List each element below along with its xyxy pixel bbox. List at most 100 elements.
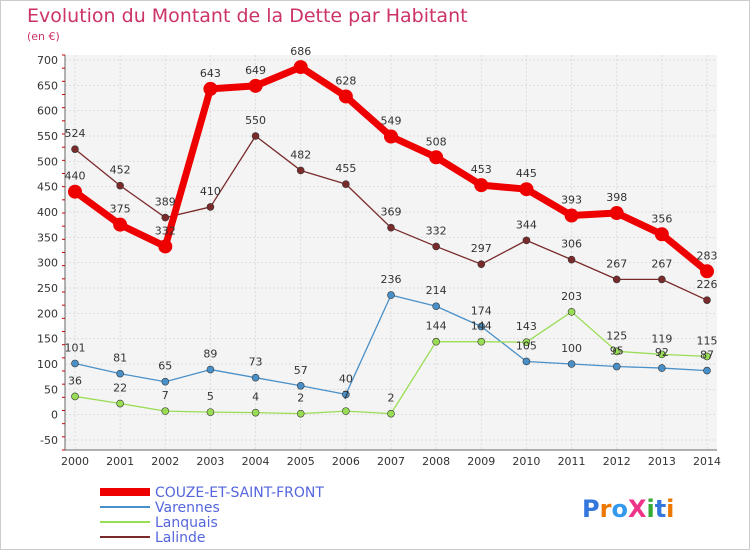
data-point (384, 129, 398, 144)
legend-label-2: Lanquais (155, 515, 218, 531)
data-label: 2 (297, 392, 304, 405)
data-label: 119 (651, 332, 672, 345)
y-tick-label: 250 (37, 282, 58, 295)
x-tick-label: 2006 (332, 455, 360, 468)
x-tick-label: 2002 (151, 455, 179, 468)
data-point (432, 242, 440, 251)
data-label: 87 (700, 349, 714, 362)
data-point (477, 322, 486, 331)
axes: -50 0 50 100 150 200 250 300 350 400 450 500 550 600 6… (37, 54, 721, 468)
data-point (387, 409, 395, 418)
chart-title: Evolution du Montant de la Dette par Hab… (27, 5, 468, 27)
data-label: 101 (65, 341, 86, 354)
data-point (429, 150, 444, 165)
data-point (564, 208, 579, 223)
data-label: 398 (606, 191, 627, 204)
data-point (522, 338, 531, 347)
data-point (519, 182, 534, 197)
data-point (251, 408, 260, 417)
y-tick-label: 200 (37, 307, 58, 320)
data-point (161, 377, 170, 386)
data-point (474, 178, 489, 193)
data-label: 267 (606, 257, 627, 270)
y-tick-label: 700 (37, 54, 58, 67)
data-label: 356 (651, 212, 672, 225)
data-point (71, 392, 79, 401)
x-tick-label: 2014 (693, 455, 721, 468)
x-tick-label: 2005 (287, 455, 315, 468)
data-point (251, 132, 260, 140)
data-point (161, 407, 170, 415)
x-tick-label: 2007 (377, 455, 405, 468)
data-label: 440 (65, 170, 86, 183)
data-point (612, 347, 621, 356)
data-point (387, 291, 395, 299)
data-label: 445 (516, 167, 537, 180)
data-label: 628 (335, 74, 356, 87)
data-label: 643 (200, 67, 221, 80)
data-label: 203 (561, 290, 582, 303)
legend: COUZE-ET-SAINT-FRONTVarennesLanquaisLali… (100, 485, 324, 546)
data-label: 115 (697, 334, 718, 347)
data-point (612, 275, 621, 284)
data-label: 686 (290, 45, 311, 58)
data-point (293, 60, 308, 75)
data-label: 57 (294, 364, 308, 377)
data-label: 649 (245, 64, 266, 77)
data-point (477, 260, 486, 268)
data-point (116, 369, 124, 378)
data-point (522, 357, 531, 366)
series-group (68, 60, 714, 418)
data-label: 508 (426, 135, 447, 148)
data-label: 306 (561, 238, 582, 251)
y-tick-label: 300 (37, 257, 58, 270)
y-tick-label: 150 (37, 333, 58, 346)
y-tick-label: 450 (37, 181, 58, 194)
data-point (248, 78, 263, 93)
data-label: 73 (249, 356, 263, 369)
data-point (658, 275, 666, 284)
data-point (432, 302, 440, 311)
data-point (658, 364, 666, 372)
data-point (296, 381, 305, 390)
data-point (342, 390, 350, 399)
data-point (567, 255, 576, 264)
data-label: 7 (162, 389, 169, 402)
data-point (522, 236, 531, 245)
data-point (158, 239, 173, 254)
data-point (206, 365, 215, 374)
chart-subtitle: (en €) (27, 30, 60, 43)
x-tick-label: 2003 (196, 455, 224, 468)
y-tick-label: 50 (44, 383, 58, 396)
y-tick-label: -50 (40, 434, 58, 447)
data-point (609, 206, 624, 221)
legend-label-1: Varennes (155, 500, 220, 516)
data-label: 22 (113, 382, 127, 395)
data-point (700, 264, 714, 279)
y-tick-label: 650 (37, 79, 58, 92)
data-label: 549 (381, 115, 402, 128)
y-tick-label: 400 (37, 206, 58, 219)
data-point (612, 362, 621, 371)
data-point (116, 399, 124, 408)
data-label: 482 (290, 148, 311, 161)
data-point (703, 352, 711, 361)
data-label: 40 (339, 372, 353, 385)
data-label: 452 (110, 164, 131, 177)
data-point (658, 350, 666, 359)
data-point (113, 217, 128, 232)
data-label: 143 (516, 320, 537, 333)
x-tick-label: 2010 (512, 455, 540, 468)
data-label: 550 (245, 114, 266, 127)
data-point (387, 223, 395, 232)
data-label: 214 (426, 284, 447, 297)
data-label: 369 (381, 206, 402, 219)
data-label: 297 (471, 242, 492, 255)
data-point (116, 181, 124, 190)
legend-label-0: COUZE-ET-SAINT-FRONT (155, 485, 324, 501)
data-label: 410 (200, 185, 221, 198)
x-tick-label: 2000 (61, 455, 89, 468)
data-label: 389 (155, 196, 176, 209)
data-point (567, 360, 576, 368)
